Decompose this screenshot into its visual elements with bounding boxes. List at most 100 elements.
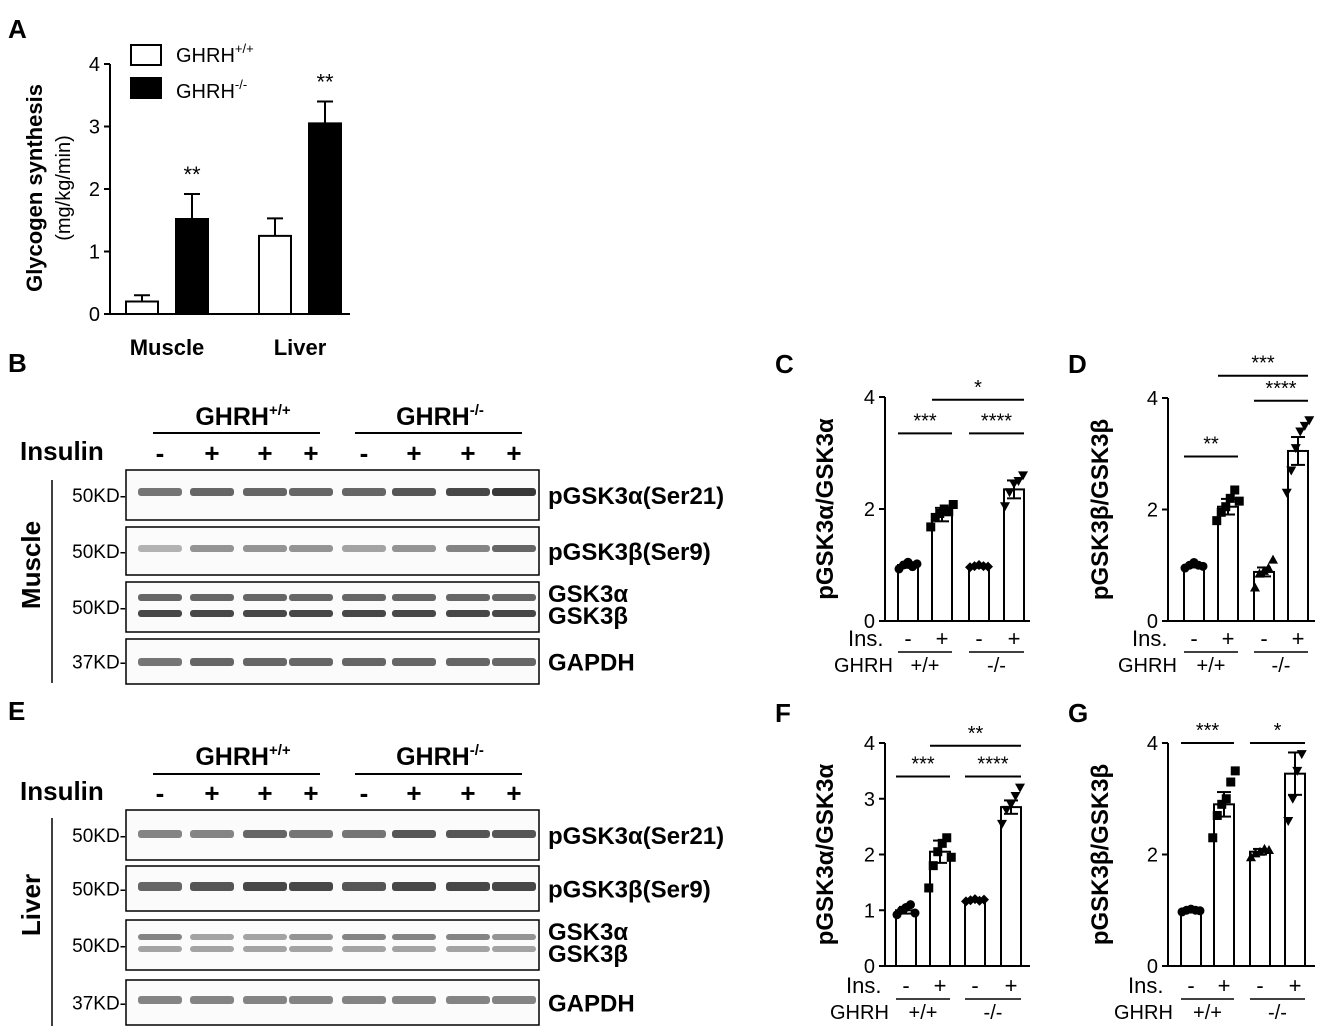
data-point <box>1221 502 1231 512</box>
blot-band <box>392 934 436 940</box>
ghrh-label: GHRH <box>1118 655 1177 677</box>
y-tick-label: 0 <box>864 611 875 633</box>
blot-band <box>392 594 436 601</box>
data-point <box>1226 777 1236 787</box>
data-point <box>1299 421 1310 431</box>
blot-band <box>446 658 490 666</box>
data-point <box>1216 507 1226 517</box>
mw-marker: 37KD- <box>72 653 126 674</box>
blot-band <box>392 658 436 666</box>
data-point <box>1290 444 1301 454</box>
genotype-label: +/+ <box>911 655 940 677</box>
insulin-sign: - <box>156 438 165 468</box>
ins-sign: + <box>1218 973 1231 998</box>
y-tick-label: 0 <box>1147 956 1158 978</box>
blot-protein-label: GAPDH <box>548 650 635 677</box>
mw-marker: 50KD- <box>72 542 126 563</box>
blot-band <box>446 610 490 617</box>
data-point <box>997 819 1007 829</box>
y-tick-label: 2 <box>89 179 100 201</box>
blot-membrane <box>125 919 540 971</box>
blot-band <box>342 830 386 838</box>
blot-band <box>138 882 182 891</box>
insulin-sign: - <box>156 778 165 808</box>
blot-band <box>446 882 490 891</box>
y-axis-label: pGSK3α/GSK3α <box>812 763 839 945</box>
ins-sign: - <box>971 973 978 998</box>
y-tick-label: 1 <box>864 900 875 922</box>
data-point <box>942 833 952 843</box>
blot-band <box>190 658 234 666</box>
insulin-sign: + <box>460 438 475 468</box>
data-point <box>1295 427 1306 437</box>
blot-band <box>138 610 182 617</box>
blot-band <box>392 946 436 952</box>
blot-band <box>190 488 234 496</box>
blot-band <box>243 946 287 952</box>
significance-label: ** <box>183 162 201 187</box>
insulin-sign: + <box>303 778 318 808</box>
blot-band <box>446 594 490 601</box>
group-label-wildtype: GHRH+/+ <box>195 402 291 431</box>
data-point <box>948 500 958 510</box>
panel-b: B GHRH+/+ GHRH-/- Insulin - + + + - + + + Muscl… <box>8 348 724 685</box>
y-tick-label: 2 <box>864 499 875 521</box>
panel-a: A Glycogen synthesis (mg/kg/min) 0 1 2 3 4 *… <box>8 14 350 360</box>
y-tick-label: 3 <box>864 789 875 811</box>
data-point <box>1212 810 1222 820</box>
data-point <box>1195 906 1205 916</box>
y-tick-label: 1 <box>89 242 100 264</box>
blot-band <box>492 996 536 1004</box>
insulin-sign: + <box>303 438 318 468</box>
blot-band <box>342 996 386 1004</box>
data-point <box>1221 794 1231 804</box>
blot-band <box>492 934 536 940</box>
blot-band <box>446 946 490 952</box>
blot-band <box>342 934 386 940</box>
data-point <box>924 883 934 893</box>
bar <box>1183 564 1205 622</box>
data-point <box>1254 568 1265 578</box>
data-point <box>1004 488 1015 498</box>
bar <box>175 218 209 315</box>
blot-band <box>289 882 333 891</box>
ins-sign: + <box>1289 973 1302 998</box>
genotype-label: +/+ <box>909 1002 938 1024</box>
insulin-label: Insulin <box>20 436 104 466</box>
blot-stack-liver: 50KD-pGSK3α(Ser21)50KD-pGSK3β(Ser9)50KD-… <box>72 809 724 1026</box>
insulin-sign: + <box>406 778 421 808</box>
insulin-sign: - <box>360 438 369 468</box>
ins-sign: - <box>1190 626 1197 651</box>
data-point <box>1296 750 1307 760</box>
legend-label-wildtype: GHRH+/+ <box>176 41 254 67</box>
y-axis-label: pGSK3β/GSK3β <box>1087 764 1114 945</box>
panel-letter: G <box>1068 698 1088 728</box>
genotype-label: +/+ <box>1193 1002 1222 1024</box>
insulin-sign: + <box>406 438 421 468</box>
blot-band <box>289 996 333 1004</box>
significance-label: ** <box>316 70 334 95</box>
data-point <box>944 507 954 517</box>
blot-2: 50KD-pGSK3β(Ser9) <box>72 526 711 576</box>
blot-band <box>289 545 333 552</box>
data-point <box>946 852 956 862</box>
ins-sign: + <box>1005 973 1018 998</box>
blot-band <box>190 946 234 952</box>
data-point <box>906 900 915 910</box>
blot-protein-label: GSK3β <box>548 603 628 630</box>
data-point <box>983 561 993 572</box>
blot-band <box>138 934 182 940</box>
data-point <box>1304 416 1315 426</box>
blot-band <box>492 830 536 838</box>
insulin-sign: + <box>506 778 521 808</box>
bar <box>1249 850 1271 968</box>
ins-sign: - <box>902 973 909 998</box>
ins-sign: + <box>1292 626 1305 651</box>
blot-band <box>289 594 333 601</box>
y-tick-label: 0 <box>864 956 875 978</box>
blot-band <box>446 996 490 1004</box>
y-tick-label: 2 <box>1147 845 1158 867</box>
blot-protein-label: GSK3α <box>548 581 628 608</box>
